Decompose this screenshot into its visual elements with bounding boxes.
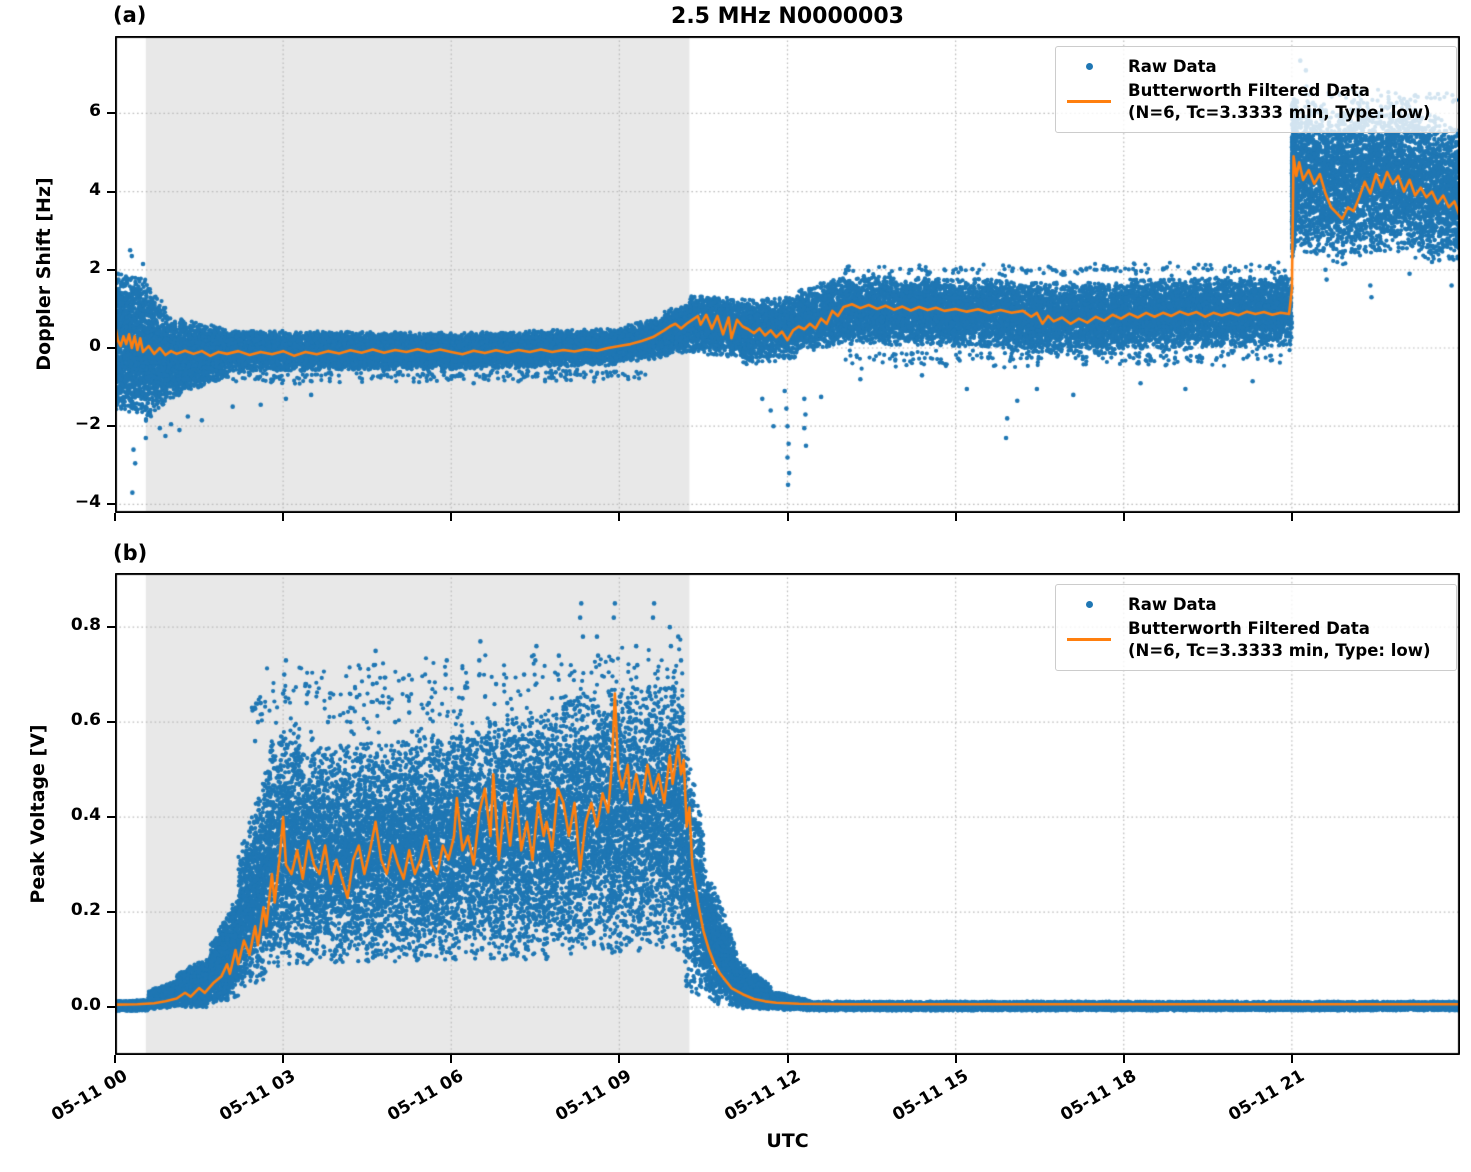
y-tick-label: 0.4 — [70, 805, 101, 826]
x-tick-label: 05-11 06 — [384, 1066, 468, 1126]
raw-data-marker-handle — [1066, 63, 1112, 71]
y-tick-label: −2 — [74, 414, 101, 435]
y-tick-label: 4 — [89, 179, 101, 200]
legend-filtered-label: Butterworth Filtered Data — [1128, 80, 1370, 100]
x-tick — [450, 513, 453, 521]
y-tick — [107, 503, 115, 506]
y-tick — [107, 626, 115, 629]
legend-b: Raw Data Butterworth Filtered Data (N=6,… — [1055, 584, 1457, 672]
x-tick — [282, 1055, 285, 1063]
x-tick — [1122, 513, 1125, 521]
x-tick — [282, 513, 285, 521]
x-tick — [618, 1055, 621, 1063]
y-tick — [107, 112, 115, 115]
y-tick — [107, 268, 115, 271]
y-tick — [107, 425, 115, 428]
x-tick-label: 05-11 12 — [720, 1066, 804, 1126]
x-tick — [114, 1055, 116, 1063]
y-tick — [107, 190, 115, 193]
subplot-a-label: (a) — [113, 3, 147, 27]
x-tick — [954, 1055, 957, 1063]
y-tick-label: 6 — [89, 101, 101, 122]
y-tick-label: −4 — [74, 492, 101, 513]
legend-entry-filtered: Butterworth Filtered Data (N=6, Tc=3.333… — [1066, 80, 1446, 124]
y-tick-label: 0.6 — [70, 710, 101, 731]
filtered-line-icon — [1067, 100, 1111, 104]
raw-data-marker-handle — [1066, 601, 1112, 609]
x-tick-label: 05-11 18 — [1057, 1066, 1140, 1126]
legend-filtered-sublabel: (N=6, Tc=3.3333 min, Type: low) — [1128, 640, 1431, 660]
legend-entry-raw: Raw Data — [1066, 594, 1446, 616]
x-tick — [786, 513, 789, 521]
x-tick-label: 05-11 09 — [552, 1066, 636, 1126]
legend-raw-label: Raw Data — [1128, 57, 1217, 76]
x-tick-label: 05-11 21 — [1225, 1066, 1308, 1126]
y-tick-label: 2 — [89, 257, 101, 278]
x-tick — [450, 1055, 453, 1063]
y-tick-label: 0.8 — [70, 615, 101, 636]
legend-filtered-label: Butterworth Filtered Data — [1128, 618, 1370, 638]
x-tick — [618, 513, 621, 521]
legend-filtered-text: Butterworth Filtered Data (N=6, Tc=3.333… — [1128, 618, 1431, 662]
raw-data-dot-icon — [1085, 63, 1093, 71]
x-tick — [786, 1055, 789, 1063]
x-tick — [114, 513, 116, 521]
y-tick-label: 0 — [89, 336, 101, 356]
legend-filtered-text: Butterworth Filtered Data (N=6, Tc=3.333… — [1128, 80, 1431, 124]
y-tick — [107, 911, 115, 914]
y-tick — [107, 721, 115, 724]
subplot-b-label: (b) — [113, 541, 148, 565]
x-tick-label: 05-11 00 — [48, 1066, 131, 1126]
y-tick-label: 0.0 — [70, 995, 101, 1016]
legend-a: Raw Data Butterworth Filtered Data (N=6,… — [1055, 46, 1457, 134]
filtered-line-marker-handle — [1066, 638, 1112, 642]
x-tick — [954, 513, 957, 521]
legend-entry-raw: Raw Data — [1066, 56, 1446, 78]
x-axis-label: UTC — [766, 1130, 809, 1152]
y-tick — [107, 1006, 115, 1009]
legend-raw-label: Raw Data — [1128, 595, 1217, 614]
y-tick — [107, 347, 115, 349]
legend-entry-filtered: Butterworth Filtered Data (N=6, Tc=3.333… — [1066, 618, 1446, 662]
y-tick-label: 0.2 — [70, 900, 101, 921]
x-tick — [1290, 1055, 1293, 1063]
x-tick-label: 05-11 03 — [216, 1066, 300, 1126]
filtered-line-marker-handle — [1066, 100, 1112, 104]
raw-data-dot-icon — [1085, 601, 1093, 609]
x-tick — [1290, 513, 1293, 521]
figure-title: 2.5 MHz N0000003 — [671, 4, 904, 29]
y-tick — [107, 816, 115, 819]
filtered-line-icon — [1067, 638, 1111, 642]
x-tick-label: 05-11 15 — [888, 1066, 972, 1126]
x-tick — [1122, 1055, 1125, 1063]
legend-filtered-sublabel: (N=6, Tc=3.3333 min, Type: low) — [1128, 102, 1431, 122]
